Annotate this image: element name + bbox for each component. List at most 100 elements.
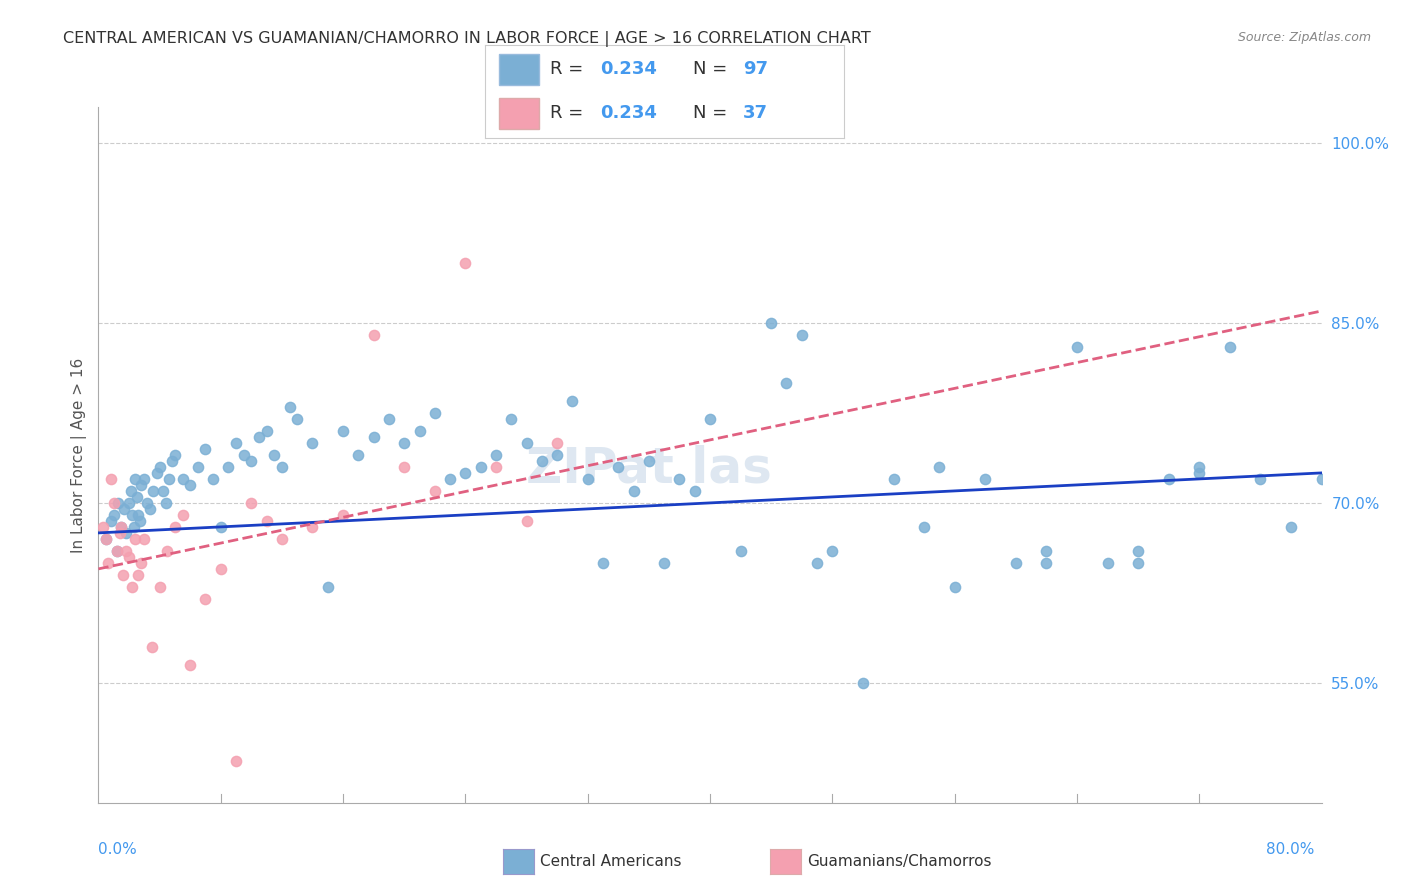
Point: [110, 520, 132, 534]
Point: [240, 454, 263, 468]
Point: [270, 532, 294, 546]
Point: [761, 316, 783, 330]
Point: [134, 472, 156, 486]
FancyBboxPatch shape: [499, 54, 538, 85]
Point: [516, 514, 538, 528]
Text: N =: N =: [693, 61, 733, 78]
Point: [821, 544, 844, 558]
Point: [270, 459, 294, 474]
Point: [105, 544, 128, 558]
Point: [607, 459, 630, 474]
Point: [1157, 472, 1180, 486]
Text: 37: 37: [744, 104, 768, 122]
Point: [129, 478, 152, 492]
Point: [209, 520, 232, 534]
Point: [111, 567, 134, 582]
Point: [115, 525, 138, 540]
Point: [100, 514, 122, 528]
Point: [454, 466, 477, 480]
Point: [546, 448, 568, 462]
Point: [160, 454, 183, 468]
Text: Source: ZipAtlas.com: Source: ZipAtlas.com: [1237, 31, 1371, 45]
Point: [91, 520, 114, 534]
Point: [172, 508, 194, 522]
Point: [392, 459, 416, 474]
Point: [1279, 520, 1302, 534]
Text: Guamanians/Chamorros: Guamanians/Chamorros: [807, 855, 991, 869]
Point: [392, 436, 416, 450]
Point: [730, 544, 752, 558]
Point: [1219, 340, 1241, 354]
Text: 0.0%: 0.0%: [98, 842, 138, 856]
Point: [209, 562, 232, 576]
Point: [1097, 556, 1119, 570]
Point: [232, 448, 254, 462]
Point: [225, 436, 247, 450]
Point: [124, 532, 146, 546]
Text: R =: R =: [550, 104, 589, 122]
Point: [516, 436, 538, 450]
Point: [883, 472, 905, 486]
Point: [194, 591, 217, 606]
Point: [363, 430, 385, 444]
Point: [112, 502, 135, 516]
Point: [256, 424, 278, 438]
Point: [485, 448, 508, 462]
Point: [561, 393, 583, 408]
Point: [179, 478, 201, 492]
Point: [1128, 556, 1150, 570]
Point: [278, 400, 301, 414]
Point: [139, 502, 162, 516]
Point: [156, 544, 179, 558]
Point: [115, 544, 138, 558]
Point: [202, 472, 225, 486]
Point: [1250, 472, 1272, 486]
Text: 0.234: 0.234: [600, 61, 657, 78]
Point: [97, 556, 120, 570]
Point: [1188, 459, 1211, 474]
Point: [187, 459, 209, 474]
Point: [163, 448, 186, 462]
Point: [194, 442, 217, 456]
Point: [668, 472, 690, 486]
Point: [928, 459, 950, 474]
Point: [103, 508, 125, 522]
Point: [142, 483, 165, 498]
Point: [127, 567, 149, 582]
Point: [1035, 556, 1057, 570]
Point: [110, 520, 132, 534]
Point: [301, 520, 323, 534]
Point: [136, 496, 159, 510]
Point: [121, 508, 143, 522]
Point: [247, 430, 270, 444]
Point: [485, 459, 508, 474]
Point: [100, 472, 122, 486]
Point: [316, 580, 339, 594]
Point: [1188, 466, 1211, 480]
Point: [974, 472, 997, 486]
Point: [775, 376, 797, 390]
Point: [1004, 556, 1026, 570]
Point: [120, 483, 142, 498]
Point: [127, 508, 149, 522]
Point: [423, 406, 446, 420]
Text: R =: R =: [550, 61, 589, 78]
Point: [121, 580, 143, 594]
Point: [546, 436, 568, 450]
Point: [141, 640, 163, 654]
Point: [149, 580, 172, 594]
Text: 80.0%: 80.0%: [1267, 842, 1315, 856]
Text: ZIPat las: ZIPat las: [526, 445, 772, 493]
Point: [852, 676, 875, 690]
Point: [128, 514, 150, 528]
Point: [105, 544, 128, 558]
Text: 0.234: 0.234: [600, 104, 657, 122]
Point: [363, 328, 385, 343]
Point: [122, 520, 145, 534]
Point: [638, 454, 661, 468]
Point: [1066, 340, 1088, 354]
Point: [454, 256, 477, 270]
Point: [157, 472, 180, 486]
Text: N =: N =: [693, 104, 733, 122]
Point: [263, 448, 285, 462]
